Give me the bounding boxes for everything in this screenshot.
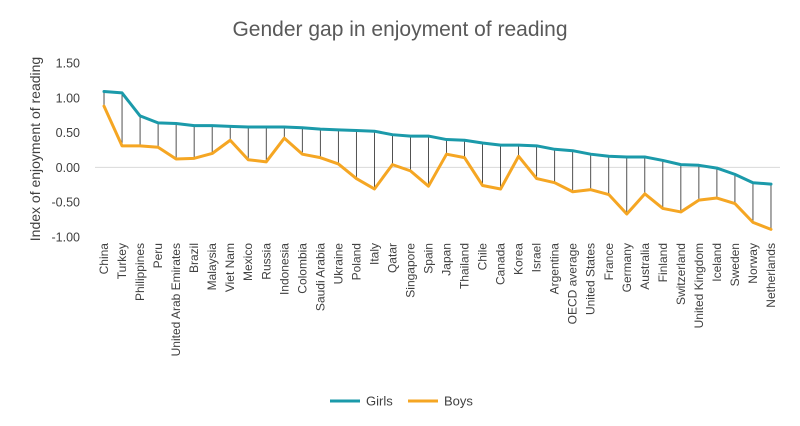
x-tick-label: Iceland: [710, 243, 724, 282]
x-tick-label: Saudi Arabia: [313, 243, 327, 311]
x-tick-label: Russia: [259, 243, 273, 280]
x-tick-label: Japan: [440, 243, 454, 276]
y-tick-label: 0.00: [56, 161, 80, 175]
x-tick-label: Indonesia: [277, 243, 291, 295]
chart-title: Gender gap in enjoyment of reading: [232, 18, 567, 41]
x-tick-label: Ukraine: [331, 243, 345, 285]
x-tick-label: Finland: [656, 243, 670, 282]
x-tick-label: Sweden: [728, 243, 742, 286]
x-ticks: China Turkey Philippines Peru United Arab Em…: [97, 243, 778, 357]
x-tick-label: United States: [584, 243, 598, 315]
x-tick-label: Argentina: [548, 243, 562, 295]
y-tick-label: 0.50: [56, 126, 80, 140]
x-tick-label: Malaysia: [205, 243, 219, 291]
x-tick-label: Mexico: [241, 243, 255, 281]
drop-lines: [103, 91, 772, 230]
x-tick-label: Singapore: [403, 243, 417, 298]
x-tick-label: France: [602, 243, 616, 281]
x-tick-label: Netherlands: [764, 243, 778, 308]
x-tick-label: Poland: [349, 243, 363, 280]
y-ticks: 1.50 1.00 0.50 0.00 -0.50 -1.00: [52, 57, 780, 245]
x-tick-label: United Arab Emirates: [169, 243, 183, 356]
y-tick-label: 1.00: [56, 91, 80, 105]
series-line-girls: [102, 90, 773, 186]
x-tick-label: Turkey: [115, 243, 129, 279]
x-tick-label: Peru: [151, 243, 165, 268]
x-tick-label: Colombia: [295, 243, 309, 294]
x-tick-label: Italy: [367, 243, 381, 265]
legend-label-girls: Girls: [366, 394, 393, 409]
x-tick-label: Qatar: [385, 243, 399, 273]
x-tick-label: Philippines: [133, 243, 147, 301]
x-tick-label: Korea: [512, 243, 526, 275]
y-tick-label: -1.00: [52, 231, 81, 245]
x-tick-label: Chile: [476, 243, 490, 271]
series-lines: [102, 90, 773, 231]
x-tick-label: Australia: [638, 243, 652, 290]
x-tick-label: Canada: [494, 243, 508, 285]
x-tick-label: Thailand: [458, 243, 472, 289]
legend: Girls Boys: [330, 394, 473, 409]
x-tick-label: OECD average: [566, 243, 580, 325]
x-tick-label: Spain: [421, 243, 435, 274]
x-tick-label: Israel: [530, 243, 544, 272]
y-tick-label: -0.50: [52, 196, 81, 210]
x-tick-label: United Kingdom: [692, 243, 706, 328]
y-tick-label: 1.50: [56, 57, 80, 71]
x-tick-label: Brazil: [187, 243, 201, 273]
x-tick-label: Norway: [746, 243, 760, 284]
y-axis-label: Index of enjoyment of reading: [27, 57, 43, 241]
legend-label-boys: Boys: [444, 394, 473, 409]
x-tick-label: China: [97, 243, 111, 275]
x-tick-label: Viet Nam: [223, 243, 237, 292]
x-tick-label: Germany: [620, 243, 634, 292]
series-line-boys: [102, 104, 773, 231]
x-tick-label: Switzerland: [674, 243, 688, 305]
